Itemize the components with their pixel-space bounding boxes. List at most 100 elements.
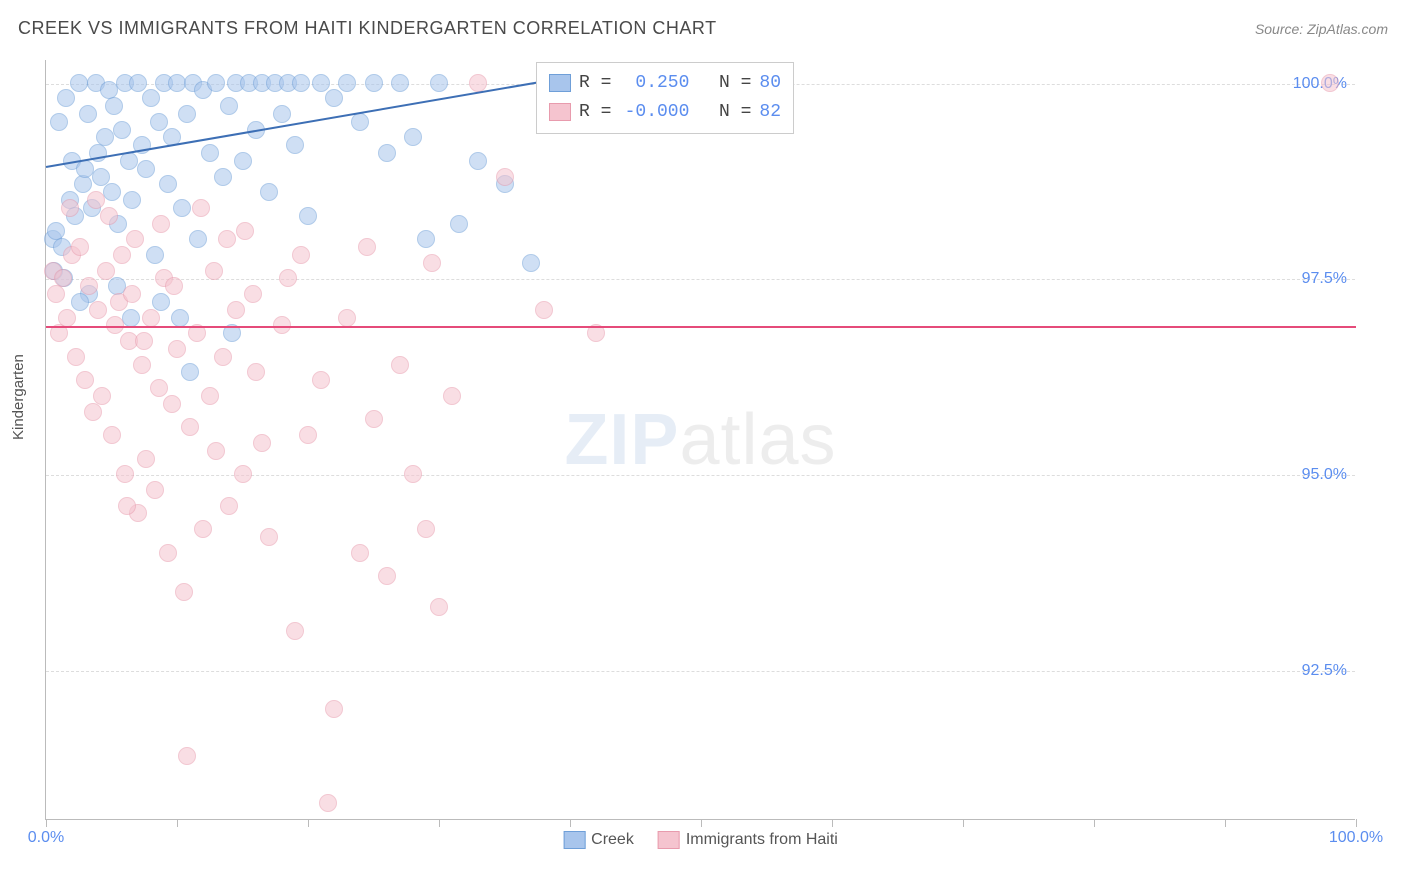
y-axis-label: Kindergarten xyxy=(10,354,27,440)
data-point xyxy=(430,74,448,92)
data-point xyxy=(113,121,131,139)
data-point xyxy=(135,332,153,350)
data-point xyxy=(325,89,343,107)
data-point xyxy=(205,262,223,280)
data-point xyxy=(469,152,487,170)
data-point xyxy=(391,74,409,92)
data-point xyxy=(61,199,79,217)
y-tick-label: 97.5% xyxy=(1302,270,1347,288)
data-point xyxy=(214,168,232,186)
data-point xyxy=(351,113,369,131)
x-tick xyxy=(701,819,702,827)
data-point xyxy=(1321,74,1339,92)
data-point xyxy=(159,175,177,193)
data-point xyxy=(273,105,291,123)
data-point xyxy=(71,238,89,256)
gridline xyxy=(46,671,1355,672)
data-point xyxy=(76,371,94,389)
data-point xyxy=(123,191,141,209)
data-point xyxy=(181,363,199,381)
data-point xyxy=(299,207,317,225)
data-point xyxy=(50,113,68,131)
data-point xyxy=(279,269,297,287)
x-tick xyxy=(46,819,47,827)
data-point xyxy=(70,74,88,92)
data-point xyxy=(443,387,461,405)
data-point xyxy=(378,144,396,162)
data-point xyxy=(159,544,177,562)
data-point xyxy=(142,89,160,107)
data-point xyxy=(469,74,487,92)
data-point xyxy=(74,175,92,193)
data-point xyxy=(260,528,278,546)
watermark: ZIPatlas xyxy=(564,399,836,481)
legend-n-value: 80 xyxy=(759,69,781,98)
legend-row: R = 0.250 N = 80 xyxy=(549,69,781,98)
data-point xyxy=(142,309,160,327)
x-tick xyxy=(1356,819,1357,827)
data-point xyxy=(152,215,170,233)
data-point xyxy=(79,105,97,123)
data-point xyxy=(116,465,134,483)
data-point xyxy=(150,379,168,397)
data-point xyxy=(365,410,383,428)
data-point xyxy=(218,230,236,248)
correlation-legend: R = 0.250 N = 80R = -0.000 N = 82 xyxy=(536,62,794,134)
data-point xyxy=(358,238,376,256)
data-point xyxy=(325,700,343,718)
legend-swatch xyxy=(549,74,571,92)
data-point xyxy=(365,74,383,92)
legend-n-label: N = xyxy=(697,69,751,98)
data-point xyxy=(299,426,317,444)
legend-label: Immigrants from Haiti xyxy=(686,831,838,849)
data-point xyxy=(123,285,141,303)
data-point xyxy=(496,168,514,186)
data-point xyxy=(181,418,199,436)
data-point xyxy=(319,794,337,812)
chart-header: CREEK VS IMMIGRANTS FROM HAITI KINDERGAR… xyxy=(18,18,1388,39)
data-point xyxy=(391,356,409,374)
data-point xyxy=(417,230,435,248)
data-point xyxy=(234,465,252,483)
data-point xyxy=(404,465,422,483)
data-point xyxy=(103,183,121,201)
data-point xyxy=(168,340,186,358)
data-point xyxy=(234,152,252,170)
data-point xyxy=(58,309,76,327)
legend-n-label: N = xyxy=(697,98,751,127)
legend-r-label: R = xyxy=(579,98,611,127)
data-point xyxy=(103,426,121,444)
x-tick xyxy=(1094,819,1095,827)
data-point xyxy=(247,363,265,381)
watermark-atlas: atlas xyxy=(679,400,836,480)
data-point xyxy=(194,520,212,538)
data-point xyxy=(201,387,219,405)
data-point xyxy=(171,309,189,327)
legend-n-value: 82 xyxy=(759,98,781,127)
data-point xyxy=(378,567,396,585)
data-point xyxy=(253,434,271,452)
data-point xyxy=(84,403,102,421)
legend-row: R = -0.000 N = 82 xyxy=(549,98,781,127)
data-point xyxy=(178,747,196,765)
data-point xyxy=(220,97,238,115)
data-point xyxy=(351,544,369,562)
data-point xyxy=(260,183,278,201)
data-point xyxy=(338,309,356,327)
data-point xyxy=(244,285,262,303)
data-point xyxy=(80,277,98,295)
legend-item: Creek xyxy=(563,831,634,849)
data-point xyxy=(146,246,164,264)
data-point xyxy=(137,450,155,468)
data-point xyxy=(87,191,105,209)
scatter-chart: ZIPatlas 92.5%95.0%97.5%100.0%0.0%100.0%… xyxy=(45,60,1355,820)
data-point xyxy=(450,215,468,233)
data-point xyxy=(133,356,151,374)
legend-label: Creek xyxy=(591,831,634,849)
data-point xyxy=(404,128,422,146)
data-point xyxy=(71,293,89,311)
data-point xyxy=(338,74,356,92)
data-point xyxy=(89,301,107,319)
chart-title: CREEK VS IMMIGRANTS FROM HAITI KINDERGAR… xyxy=(18,18,717,39)
trend-line xyxy=(46,326,1356,328)
